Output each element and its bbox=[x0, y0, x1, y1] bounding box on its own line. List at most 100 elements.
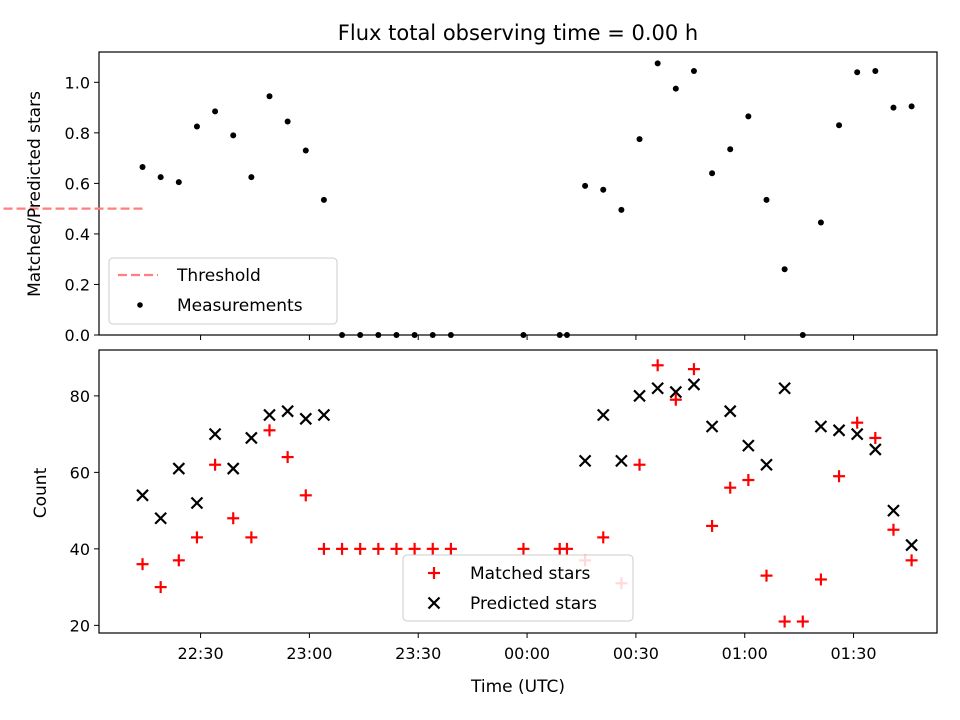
top-y-tick-label: 0.2 bbox=[65, 275, 90, 294]
predicted-star-point bbox=[778, 381, 791, 395]
top-y-tick-label: 0.8 bbox=[65, 124, 90, 143]
measurement-point bbox=[727, 146, 734, 153]
matched-star-point bbox=[372, 542, 385, 555]
predicted-star-point bbox=[705, 420, 719, 433]
matched-star-point bbox=[760, 569, 773, 582]
predicted-star-point bbox=[281, 404, 294, 418]
predicted-star-point bbox=[723, 404, 737, 418]
matched-star-point bbox=[869, 431, 882, 444]
measurement-point bbox=[854, 69, 861, 76]
matched-star-point bbox=[851, 416, 864, 429]
measurement-point bbox=[375, 332, 382, 338]
predicted-star-point bbox=[742, 439, 755, 452]
measurement-point bbox=[393, 332, 400, 338]
matched-star-point bbox=[669, 393, 682, 406]
measurement-point bbox=[357, 332, 364, 338]
legend-matched-label: Matched stars bbox=[470, 564, 590, 584]
x-tick-label: 23:00 bbox=[286, 644, 332, 663]
measurement-point bbox=[618, 206, 625, 213]
measurement-point bbox=[193, 123, 200, 130]
measurement-point bbox=[763, 196, 770, 203]
measurement-point bbox=[600, 186, 607, 193]
matched-star-point bbox=[317, 542, 330, 555]
measurement-point bbox=[339, 332, 346, 338]
measurement-point bbox=[563, 332, 570, 338]
predicted-star-point bbox=[190, 496, 204, 510]
legend-threshold-label: Threshold bbox=[176, 266, 261, 286]
predicted-star-point bbox=[596, 408, 610, 422]
matched-star-point bbox=[172, 554, 185, 567]
matched-star-point bbox=[336, 542, 349, 555]
matched-star-point bbox=[408, 542, 421, 555]
matched-star-point bbox=[517, 542, 530, 555]
matched-star-point bbox=[597, 531, 610, 544]
measurement-point bbox=[411, 332, 418, 338]
predicted-star-point bbox=[850, 427, 864, 441]
predicted-star-point bbox=[299, 412, 313, 426]
ratio-plot: 0.0 0.2 0.4 0.6 0.8 1.0 Threshold Measurements bbox=[0, 51, 938, 345]
bottom-y-tick-label: 60 bbox=[70, 463, 90, 482]
bottom-legend: Matched stars Predicted stars bbox=[402, 554, 634, 622]
predicted-star-point bbox=[905, 538, 918, 552]
matched-star-point bbox=[390, 542, 403, 555]
top-legend: Threshold Measurements bbox=[108, 257, 338, 325]
matched-star-point bbox=[633, 458, 646, 471]
predicted-star-point bbox=[633, 389, 646, 403]
matched-star-point bbox=[742, 474, 755, 487]
measurement-point bbox=[230, 132, 237, 139]
matched-star-point bbox=[814, 573, 827, 586]
matched-star-point bbox=[833, 470, 846, 483]
measurement-point bbox=[745, 113, 752, 120]
predicted-star-point bbox=[651, 381, 664, 395]
measurement-point bbox=[872, 67, 879, 74]
count-plot: 20 40 60 80 22:30 23:00 23:30 00:00 00:30 01:00 01… bbox=[70, 349, 938, 663]
measurement-point bbox=[556, 332, 563, 338]
measurement-point bbox=[890, 104, 897, 111]
measurement-point bbox=[284, 118, 291, 125]
measurement-point bbox=[672, 85, 679, 92]
measurement-point bbox=[520, 332, 527, 338]
measurement-point bbox=[582, 182, 589, 189]
matched-star-point bbox=[136, 558, 149, 571]
predicted-star-point bbox=[136, 489, 149, 502]
matched-star-point bbox=[426, 542, 439, 555]
predicted-star-point bbox=[263, 408, 276, 422]
predicted-star-point bbox=[832, 424, 846, 437]
predicted-star-point bbox=[869, 443, 882, 456]
matched-star-point bbox=[444, 542, 457, 555]
bottom-y-axis-label: Count bbox=[31, 467, 51, 518]
x-tick-label: 01:30 bbox=[831, 644, 877, 663]
measurement-point bbox=[248, 174, 255, 181]
x-tick-label: 01:00 bbox=[722, 644, 768, 663]
measurement-point bbox=[212, 108, 219, 115]
legend-matched-swatch bbox=[428, 567, 440, 579]
predicted-star-point bbox=[172, 462, 186, 475]
predicted-star-point bbox=[887, 504, 900, 517]
measurement-point bbox=[908, 103, 915, 110]
measurement-point bbox=[175, 179, 182, 186]
legend-measurement-label: Measurements bbox=[177, 296, 303, 316]
matched-star-point bbox=[245, 531, 258, 544]
matched-star-point bbox=[354, 542, 367, 555]
measurement-point bbox=[781, 266, 788, 273]
matched-star-point bbox=[209, 458, 222, 471]
predicted-star-point bbox=[245, 431, 258, 445]
predicted-star-point bbox=[669, 385, 683, 399]
measurement-point bbox=[636, 136, 643, 143]
chart-title: Flux total observing time = 0.00 h bbox=[338, 21, 698, 45]
measurement-point bbox=[709, 170, 716, 177]
x-tick-label: 23:30 bbox=[395, 644, 441, 663]
measurement-point bbox=[690, 67, 697, 74]
top-legend-box bbox=[108, 257, 338, 325]
predicted-star-point bbox=[615, 454, 628, 468]
measurement-point bbox=[429, 332, 436, 338]
x-tick-label: 00:00 bbox=[504, 644, 550, 663]
bottom-y-tick-label: 80 bbox=[70, 387, 90, 406]
matched-star-point bbox=[687, 363, 700, 376]
measurement-point bbox=[320, 196, 327, 203]
matched-star-point bbox=[154, 581, 167, 594]
bottom-y-tick-label: 40 bbox=[70, 540, 90, 559]
matched-star-point bbox=[263, 424, 276, 437]
predicted-star-point bbox=[760, 458, 773, 472]
